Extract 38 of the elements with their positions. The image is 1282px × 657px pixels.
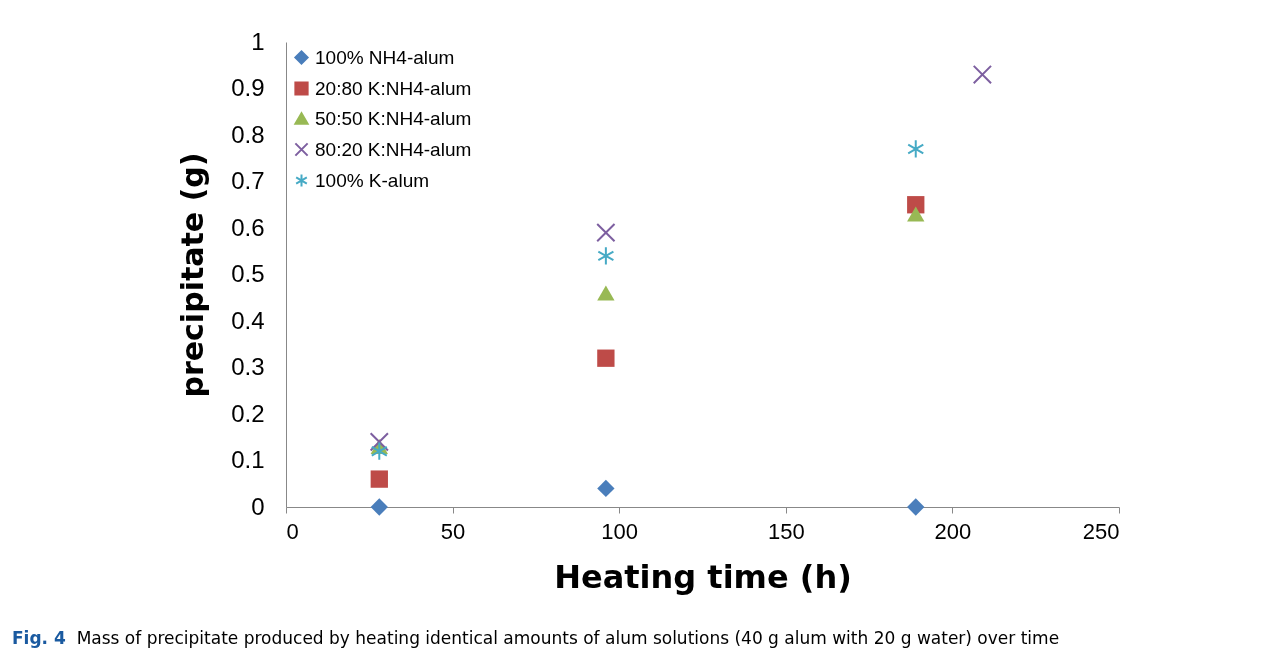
- point: [370, 470, 388, 488]
- x-tick-label: 150: [767, 518, 805, 544]
- x-tick-label: 200: [934, 518, 972, 544]
- x-tick-label: 50: [440, 518, 466, 544]
- x-tick-label: 250: [1082, 518, 1120, 544]
- y-tick-label: 0.4: [231, 306, 265, 334]
- y-axis-title: precipitate (g): [175, 152, 211, 398]
- point: [597, 246, 615, 266]
- y-tick-label: 0.6: [231, 213, 265, 241]
- point: [597, 285, 615, 301]
- y-tick-label: 0.8: [231, 120, 265, 148]
- x-tick-label: 100: [601, 518, 639, 544]
- x-axis-title: Heating time (h): [554, 557, 852, 596]
- y-tick-label: 0.3: [231, 353, 265, 380]
- y-tick-label: 0: [251, 492, 265, 520]
- x-tick-label: 0: [286, 518, 299, 544]
- y-tick-label: 0.5: [231, 260, 265, 287]
- point: [597, 349, 615, 367]
- point: [972, 64, 993, 85]
- y-tick-label: 0.9: [231, 74, 265, 101]
- legend-label: 100% NH4-alum: [315, 46, 455, 68]
- point: [369, 432, 389, 452]
- point: [907, 206, 925, 222]
- point: [370, 498, 388, 516]
- y-tick-label: 0.2: [231, 399, 265, 427]
- legend-label: 80:20 K:NH4-alum: [315, 138, 472, 160]
- legend-label: 20:80 K:NH4-alum: [315, 77, 472, 99]
- point: [596, 222, 616, 243]
- point: [907, 498, 925, 516]
- y-tick-label: 0.7: [231, 167, 265, 194]
- y-tick-label: 1: [251, 27, 265, 55]
- point: [597, 479, 615, 498]
- point: [370, 441, 388, 461]
- point: [907, 139, 925, 159]
- y-tick-label: 0.1: [231, 446, 265, 473]
- legend-label: 100% K-alum: [315, 169, 430, 191]
- legend-label: 50:50 K:NH4-alum: [315, 107, 472, 129]
- caption: Fig. 4 Mass of precipitate produced by heating identical amounts of alum solutions (40 g alum with 20 g water) over time: [12, 628, 1060, 648]
